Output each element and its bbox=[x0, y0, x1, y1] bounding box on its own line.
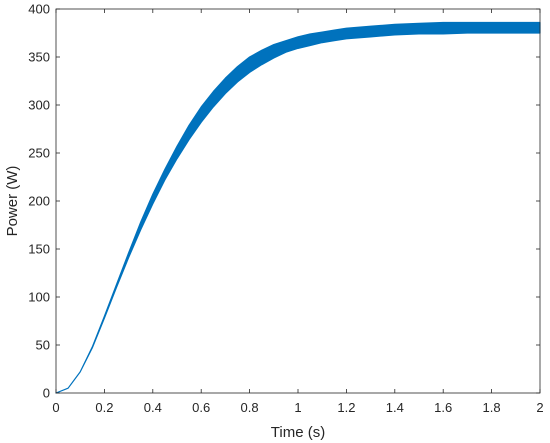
x-tick-label: 1.8 bbox=[483, 400, 501, 415]
x-axis: 0 0.2 0.4 0.6 0.8 1 1.2 1.4 1.6 1.8 2 bbox=[52, 9, 544, 415]
y-tick-label: 100 bbox=[28, 290, 50, 305]
y-tick-label: 300 bbox=[28, 98, 50, 113]
y-tick-label: 0 bbox=[43, 386, 50, 401]
y-axis: 0 50 100 150 200 250 300 350 400 bbox=[28, 2, 540, 401]
y-tick-label: 50 bbox=[36, 338, 50, 353]
y-tick-label: 350 bbox=[28, 50, 50, 65]
x-tick-label: 1.2 bbox=[337, 400, 355, 415]
x-tick-label: 0.8 bbox=[241, 400, 259, 415]
x-axis-label: Time (s) bbox=[271, 424, 325, 441]
x-tick-label: 2 bbox=[536, 400, 543, 415]
y-axis-label: Power (W) bbox=[4, 166, 21, 237]
x-tick-label: 1.6 bbox=[434, 400, 452, 415]
y-tick-label: 250 bbox=[28, 146, 50, 161]
x-tick-label: 0.4 bbox=[144, 400, 162, 415]
y-tick-label: 400 bbox=[28, 2, 50, 17]
x-tick-label: 0.6 bbox=[192, 400, 210, 415]
x-tick-label: 1.4 bbox=[386, 400, 404, 415]
y-tick-label: 150 bbox=[28, 242, 50, 257]
x-tick-label: 0 bbox=[52, 400, 59, 415]
plot-background bbox=[56, 9, 540, 393]
x-tick-label: 1 bbox=[294, 400, 301, 415]
x-tick-label: 0.2 bbox=[95, 400, 113, 415]
y-tick-label: 200 bbox=[28, 194, 50, 209]
